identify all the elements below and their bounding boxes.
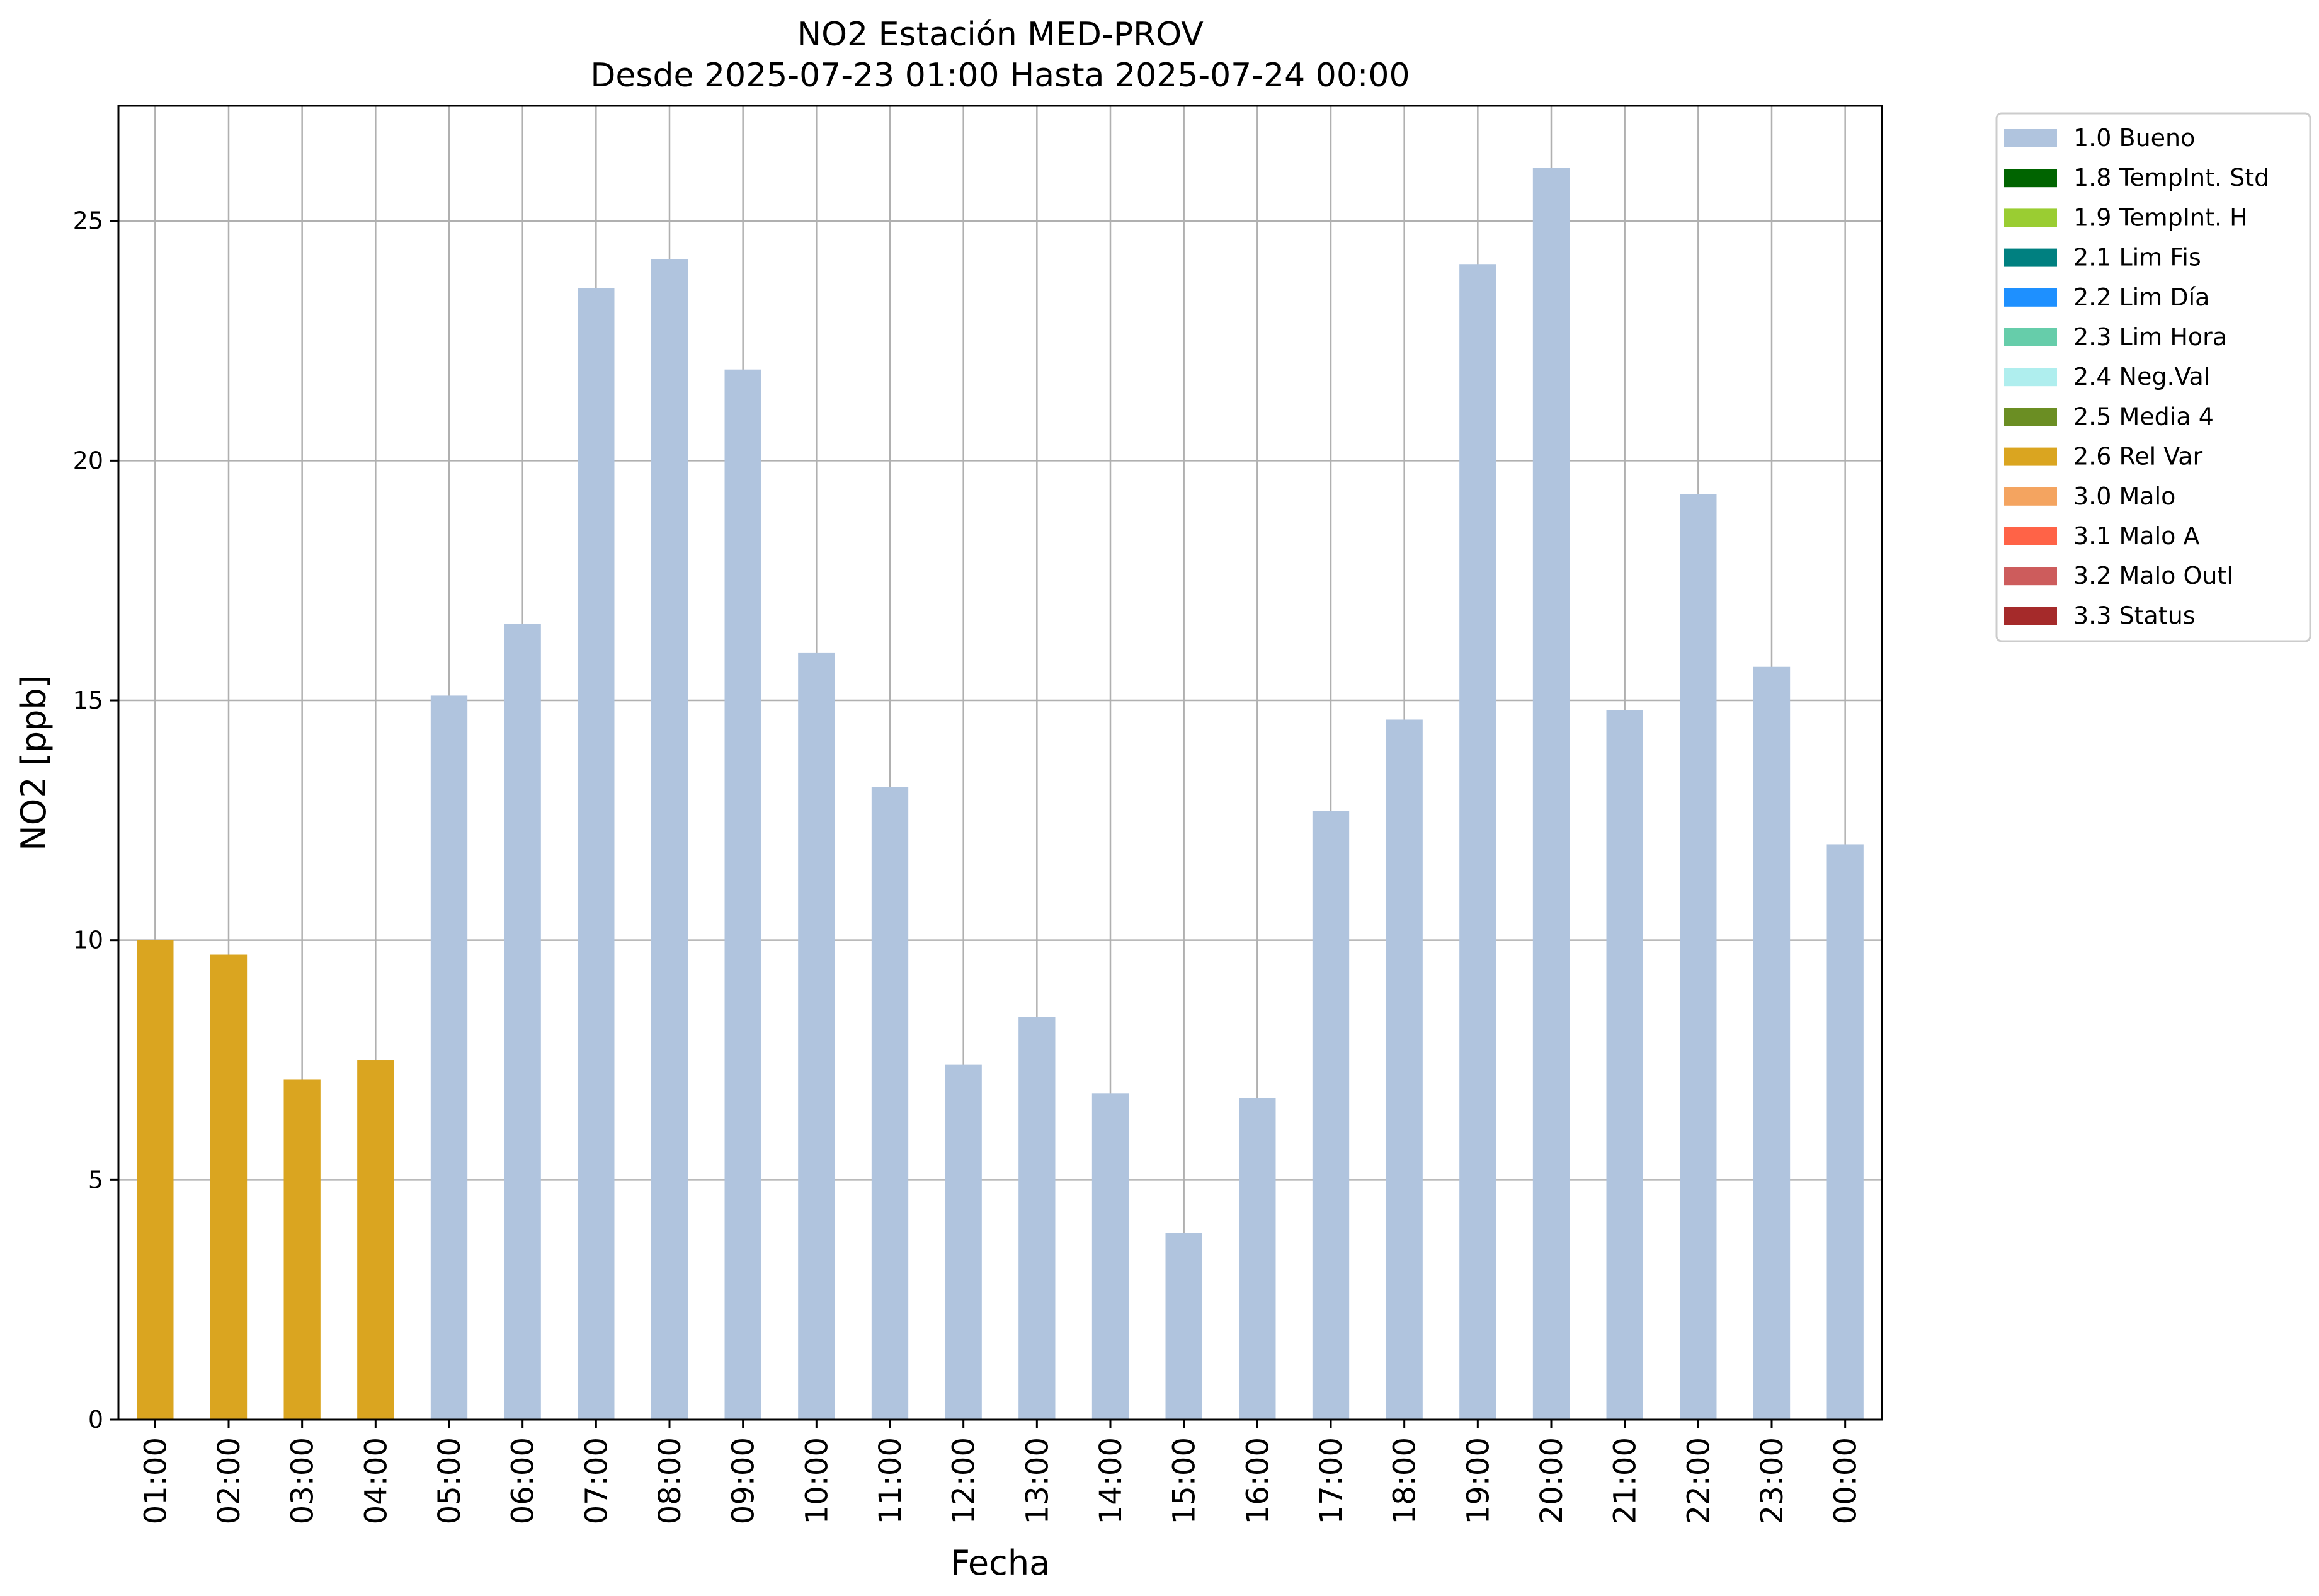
bar-2200	[1680, 494, 1717, 1420]
x-tick-label: 03:00	[285, 1437, 321, 1524]
x-tick-label: 15:00	[1167, 1437, 1202, 1524]
chart-subtitle: Desde 2025-07-23 01:00 Hasta 2025-07-24 …	[590, 57, 1410, 94]
legend-swatch	[2004, 129, 2057, 147]
legend-label: 2.4 Neg.Val	[2073, 363, 2210, 390]
legend-swatch	[2004, 169, 2057, 188]
y-axis-label: NO2 [ppb]	[14, 675, 54, 850]
x-axis-label: Fecha	[950, 1543, 1050, 1583]
bar-0700	[578, 288, 615, 1420]
bar-1100	[871, 787, 909, 1420]
y-tick-label: 10	[73, 926, 103, 954]
x-tick-label: 13:00	[1020, 1437, 1055, 1524]
bar-2300	[1753, 666, 1791, 1420]
legend-swatch	[2004, 208, 2057, 227]
bar-1000	[798, 652, 835, 1420]
bar-0100	[137, 940, 174, 1420]
legend-swatch	[2004, 408, 2057, 426]
bar-0300	[283, 1079, 321, 1420]
y-tick-label: 20	[73, 447, 103, 474]
legend-label: 1.9 TempInt. H	[2073, 203, 2248, 231]
bar-0800	[651, 259, 688, 1420]
legend-swatch	[2004, 527, 2057, 545]
legend-label: 2.2 Lim Día	[2073, 283, 2209, 311]
x-axis: 01:00 02:00 03:00 04:00 05:00 06:00 07:00 08:00…	[138, 1420, 1864, 1524]
legend-label: 2.5 Media 4	[2073, 402, 2214, 430]
legend-swatch	[2004, 248, 2057, 267]
legend-swatch	[2004, 368, 2057, 387]
x-tick-label: 22:00	[1681, 1437, 1716, 1524]
bar-1600	[1239, 1098, 1276, 1420]
legend-label: 1.0 Bueno	[2073, 124, 2195, 152]
bar-1700	[1312, 811, 1350, 1420]
y-axis: 0 5 10 15 20 25	[73, 207, 118, 1434]
legend-swatch	[2004, 447, 2057, 466]
y-tick-label: 15	[73, 687, 103, 714]
legend-label: 3.1 Malo A	[2073, 522, 2199, 550]
x-tick-label: 18:00	[1387, 1437, 1423, 1524]
x-tick-label: 14:00	[1093, 1437, 1129, 1524]
bar-1500	[1165, 1233, 1202, 1420]
chart-title: NO2 Estación MED-PROV	[797, 16, 1204, 54]
legend-label: 2.1 Lim Fis	[2073, 244, 2201, 271]
x-tick-label: 06:00	[506, 1437, 541, 1524]
x-tick-label: 01:00	[138, 1437, 173, 1524]
bar-1800	[1386, 719, 1423, 1420]
x-tick-label: 02:00	[212, 1437, 247, 1524]
x-tick-label: 11:00	[873, 1437, 908, 1524]
legend: 1.0 Bueno 1.8 TempInt. Std 1.9 TempInt. H 2…	[1995, 112, 2311, 642]
legend-label: 3.0 Malo	[2073, 482, 2175, 510]
legend-label: 1.8 TempInt. Std	[2073, 164, 2269, 191]
y-tick-label: 25	[73, 207, 103, 235]
x-tick-label: 23:00	[1755, 1437, 1790, 1524]
legend-swatch	[2004, 288, 2057, 307]
x-tick-label: 17:00	[1314, 1437, 1349, 1524]
x-tick-label: 07:00	[579, 1437, 614, 1524]
bar-2100	[1606, 710, 1643, 1420]
bar-1300	[1018, 1017, 1056, 1420]
x-tick-label: 16:00	[1240, 1437, 1275, 1524]
legend-label: 2.3 Lim Hora	[2073, 323, 2227, 351]
legend-label: 3.2 Malo Outl	[2073, 562, 2233, 590]
bar-0400	[357, 1060, 394, 1420]
legend-label: 3.3 Status	[2073, 601, 2196, 629]
bar-0000	[1826, 844, 1864, 1420]
plot-frame	[117, 105, 1883, 1421]
y-tick-label: 0	[88, 1406, 103, 1434]
bar-0500	[430, 695, 468, 1420]
legend-frame	[1995, 112, 2311, 642]
bar-1200	[945, 1064, 982, 1420]
legend-swatch	[2004, 487, 2057, 506]
bar-1900	[1459, 264, 1496, 1420]
bar-1400	[1091, 1093, 1129, 1420]
legend-swatch	[2004, 328, 2057, 346]
legend-swatch	[2004, 607, 2057, 625]
x-tick-label: 19:00	[1461, 1437, 1496, 1524]
x-tick-label: 00:00	[1828, 1437, 1864, 1524]
x-tick-label: 20:00	[1534, 1437, 1570, 1524]
x-tick-label: 10:00	[799, 1437, 835, 1524]
bar-0200	[210, 954, 248, 1420]
x-tick-label: 09:00	[726, 1437, 761, 1524]
legend-label: 2.6 Rel Var	[2073, 443, 2203, 470]
x-tick-label: 05:00	[432, 1437, 467, 1524]
x-tick-label: 21:00	[1608, 1437, 1643, 1524]
x-tick-label: 04:00	[358, 1437, 394, 1524]
y-tick-label: 5	[88, 1166, 103, 1194]
bar-0900	[724, 369, 761, 1420]
legend-swatch	[2004, 567, 2057, 586]
x-tick-label: 12:00	[947, 1437, 982, 1524]
x-tick-label: 08:00	[652, 1437, 688, 1524]
bar-0600	[504, 624, 541, 1420]
bar-2000	[1532, 168, 1570, 1420]
bars-group	[137, 168, 1864, 1420]
